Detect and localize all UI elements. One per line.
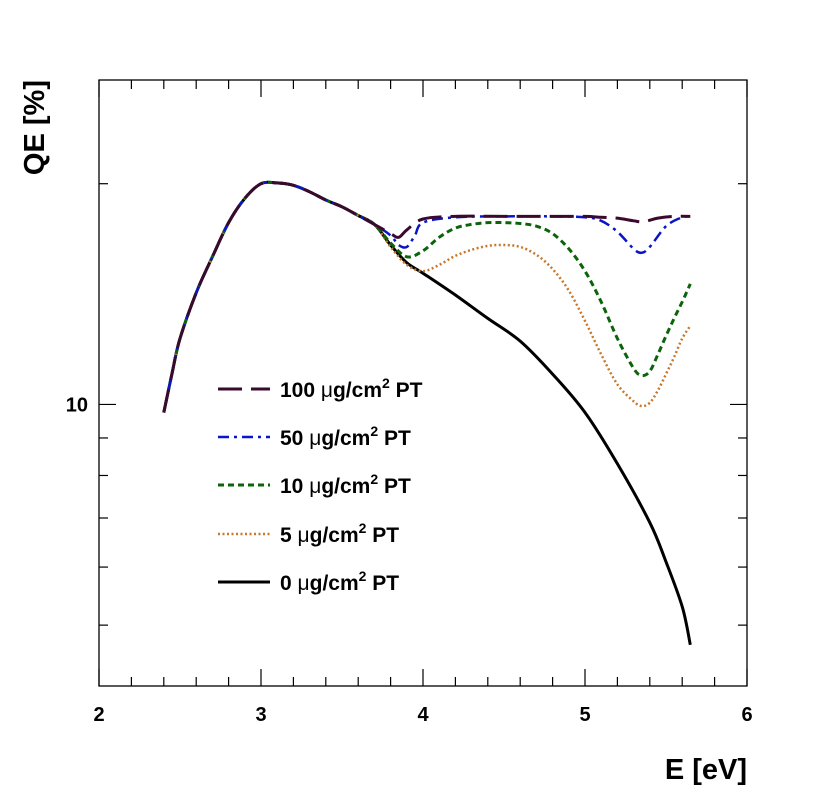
legend-label: 100 μg/cm2 PT [280, 375, 423, 402]
legend-label: 5 μg/cm2 PT [280, 520, 399, 547]
y-axis-title: QE [%] [19, 80, 51, 175]
legend-label: 0 μg/cm2 PT [280, 568, 399, 595]
y-tick-label: 10 [66, 394, 88, 416]
x-tick-label: 2 [93, 704, 104, 726]
series-line-0ug [162, 180, 692, 646]
axis-ticks [98, 80, 748, 686]
legend: 100 μg/cm2 PT 50 μg/cm2 PT 10 μg/cm2 PT 5 μ… [218, 375, 423, 595]
x-tick-label: 6 [741, 704, 752, 726]
x-tick-label: 4 [417, 704, 429, 726]
series-line-5ug [162, 180, 692, 413]
x-tick-label: 3 [255, 704, 266, 726]
series-line-100ug [162, 180, 691, 413]
legend-label: 10 μg/cm2 PT [280, 471, 411, 498]
x-tick-label: 5 [579, 704, 590, 726]
series-line-50ug [162, 180, 691, 413]
x-tick-labels: 2 3 4 5 6 [93, 704, 752, 726]
x-axis-title: E [eV] [665, 754, 747, 786]
legend-label: 50 μg/cm2 PT [280, 423, 411, 450]
data-series [162, 180, 692, 646]
y-tick-labels: 10 [66, 394, 88, 416]
plot-frame [98, 79, 748, 687]
